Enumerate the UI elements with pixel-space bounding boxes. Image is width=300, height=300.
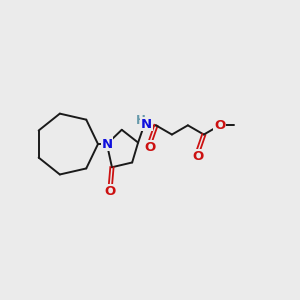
Text: O: O <box>214 119 225 132</box>
Text: O: O <box>105 184 116 197</box>
Text: O: O <box>144 141 156 154</box>
Text: O: O <box>192 150 203 163</box>
Text: N: N <box>101 138 112 151</box>
Text: H: H <box>136 114 146 127</box>
Text: N: N <box>141 118 152 130</box>
